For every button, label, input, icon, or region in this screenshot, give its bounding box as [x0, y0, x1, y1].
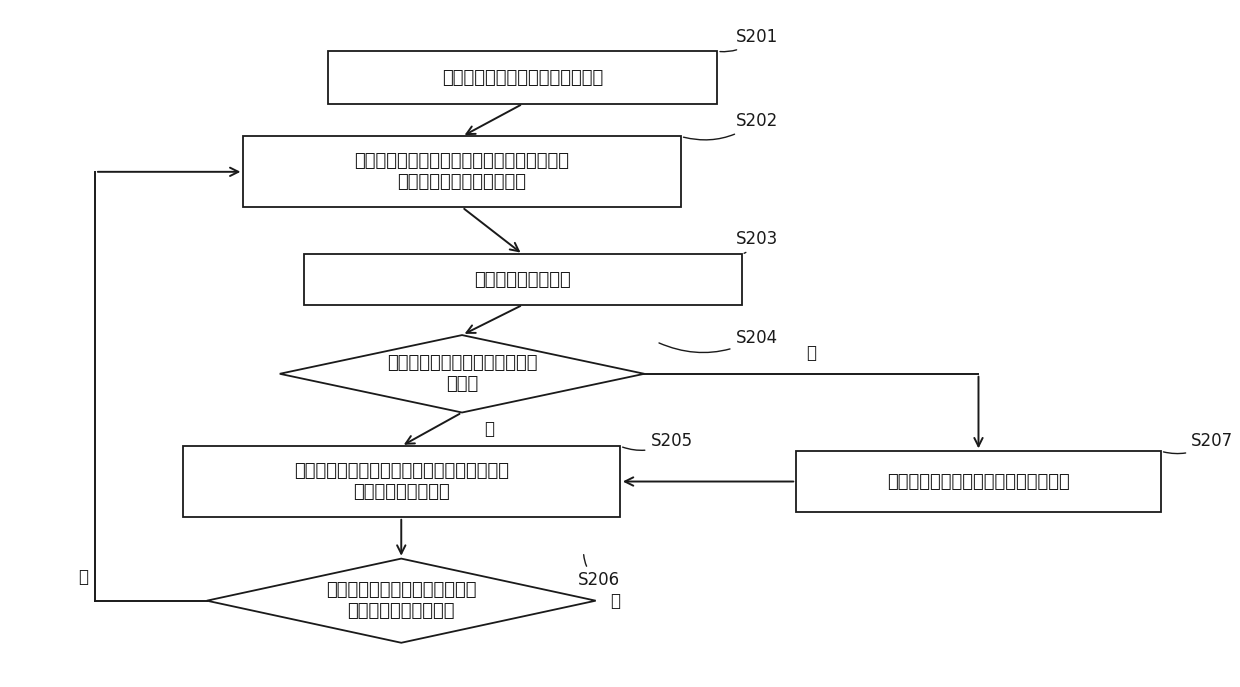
- Text: S201: S201: [720, 28, 777, 52]
- Text: 计算初始样本检测框内物体属于该初始样本检
测框对应的样本物体的概率: 计算初始样本检测框内物体属于该初始样本检 测框对应的样本物体的概率: [355, 153, 569, 191]
- Bar: [182, 446, 620, 517]
- Text: 判断新生成的样本检测框是否包
含对应的样本显著区域: 判断新生成的样本检测框是否包 含对应的样本显著区域: [326, 581, 476, 620]
- Text: 调整神经网络模型中的参数，并基于调整后的
参数生成样本检测框: 调整神经网络模型中的参数，并基于调整后的 参数生成样本检测框: [294, 462, 508, 501]
- Text: S203: S203: [735, 230, 777, 254]
- Text: 否: 否: [610, 592, 620, 609]
- Bar: [329, 52, 717, 104]
- Bar: [243, 137, 681, 207]
- Text: 获取预设的神经网络模型和训练集: 获取预设的神经网络模型和训练集: [443, 69, 604, 87]
- Polygon shape: [280, 335, 645, 412]
- Text: S205: S205: [622, 432, 692, 450]
- Text: 基于损失值确定神经网络模型是
否收敛: 基于损失值确定神经网络模型是 否收敛: [387, 354, 537, 393]
- Text: 是: 是: [806, 344, 816, 361]
- Text: S202: S202: [683, 112, 777, 140]
- Text: 将收敛的神经网络模型确定为优化网络: 将收敛的神经网络模型确定为优化网络: [887, 473, 1070, 491]
- Text: 是: 是: [78, 568, 88, 586]
- Bar: [304, 254, 742, 305]
- Bar: [796, 451, 1161, 512]
- Polygon shape: [207, 559, 595, 643]
- Text: S207: S207: [1163, 432, 1234, 453]
- Text: 否: 否: [484, 420, 494, 438]
- Text: S204: S204: [658, 329, 777, 352]
- Text: S206: S206: [578, 554, 620, 589]
- Text: 基于概率确定损失值: 基于概率确定损失值: [475, 271, 572, 289]
